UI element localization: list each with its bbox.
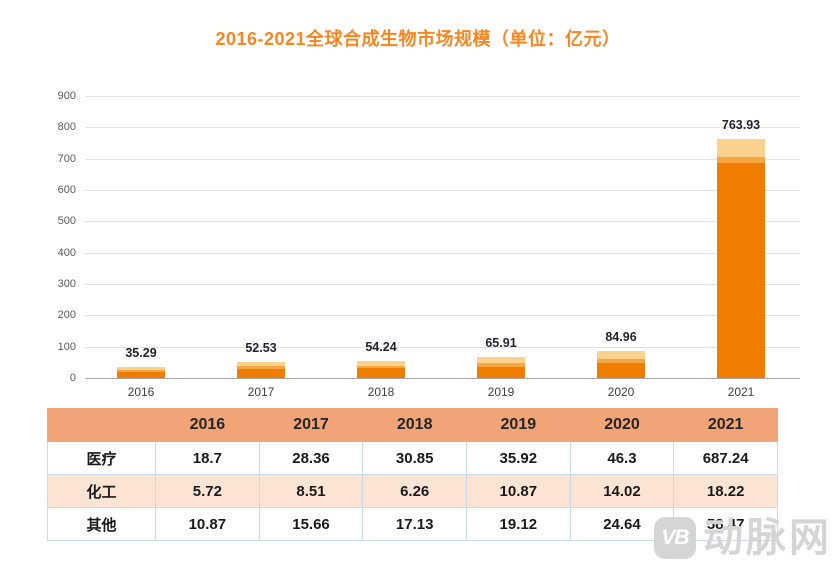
bar-segment-化工 bbox=[477, 363, 525, 367]
x-axis-tick-label: 2016 bbox=[127, 385, 155, 399]
table-cell: 18.7 bbox=[155, 441, 260, 475]
gridline bbox=[85, 190, 800, 191]
stacked-bar-2017 bbox=[237, 361, 285, 378]
bar-segment-其他 bbox=[597, 351, 645, 360]
y-axis-tick-label: 200 bbox=[57, 309, 76, 322]
row-label: 其他 bbox=[46, 507, 157, 541]
bar-total-label: 65.91 bbox=[485, 336, 517, 351]
table-cell: 17.13 bbox=[362, 507, 467, 541]
table-cell: 35.92 bbox=[466, 441, 571, 475]
table-cell: 24.64 bbox=[569, 507, 675, 541]
x-axis-tick-label: 2019 bbox=[487, 385, 515, 399]
table-row-医疗: 医疗 18.7 28.36 30.85 35.92 46.3 687.24 bbox=[46, 441, 778, 475]
gridline bbox=[85, 315, 800, 317]
x-axis-tick-label: 2018 bbox=[367, 385, 395, 399]
y-axis-tick-label: 300 bbox=[57, 278, 76, 290]
x-axis-line bbox=[85, 378, 800, 379]
gridline bbox=[85, 158, 800, 160]
table-cell: 58.47 bbox=[673, 507, 778, 541]
bar-segment-医疗 bbox=[477, 366, 525, 378]
bar-total-label: 52.53 bbox=[245, 340, 277, 355]
x-axis-tick-label: 2017 bbox=[247, 385, 275, 399]
table-cell: 28.36 bbox=[258, 441, 364, 475]
table-cell: 15.66 bbox=[258, 507, 364, 541]
table-cell: 46.3 bbox=[569, 441, 675, 475]
gridline bbox=[85, 284, 800, 285]
stacked-bar-2021 bbox=[717, 138, 765, 378]
table-body: 医疗 18.7 28.36 30.85 35.92 46.3 687.24 化工 5.72 8.5… bbox=[46, 441, 778, 541]
table-cell: 14.02 bbox=[569, 474, 675, 508]
bar-segment-化工 bbox=[597, 359, 645, 364]
bar-segment-医疗 bbox=[597, 363, 645, 378]
table-header-cell: 2016 bbox=[155, 408, 260, 442]
bar-total-label: 84.96 bbox=[605, 330, 637, 345]
table-header-cell: 2020 bbox=[569, 408, 675, 442]
stacked-bar-2018 bbox=[357, 361, 405, 378]
y-axis-tick-label: 0 bbox=[69, 372, 76, 384]
table-header-row: 2016 2017 2018 2019 2020 2021 bbox=[46, 408, 778, 442]
gridline bbox=[85, 252, 800, 254]
stacked-bar-2016 bbox=[117, 366, 165, 378]
bar-segment-其他 bbox=[357, 361, 405, 367]
bar-segment-其他 bbox=[237, 361, 285, 367]
y-axis-tick-label: 700 bbox=[57, 152, 76, 165]
bar-segment-其他 bbox=[117, 366, 165, 371]
gridline bbox=[85, 346, 800, 348]
y-axis-tick-label: 800 bbox=[57, 121, 76, 134]
bar-segment-化工 bbox=[717, 156, 765, 163]
table-header-cell: 2021 bbox=[673, 408, 778, 442]
table-cell: 30.85 bbox=[362, 441, 467, 475]
bar-segment-其他 bbox=[717, 138, 765, 157]
data-table: 2016 2017 2018 2019 2020 2021 医疗 18.7 28.36 30.8… bbox=[46, 408, 778, 541]
table-cell: 6.26 bbox=[362, 474, 467, 508]
gridline bbox=[85, 127, 800, 129]
x-axis-tick-label: 2020 bbox=[607, 385, 635, 399]
bar-segment-医疗 bbox=[717, 162, 765, 378]
table-cell: 10.87 bbox=[466, 474, 571, 508]
table-header-cell: 2018 bbox=[362, 408, 467, 442]
table-cell: 8.51 bbox=[258, 474, 364, 508]
y-axis-tick-label: 500 bbox=[57, 215, 76, 228]
row-label: 医疗 bbox=[46, 441, 157, 475]
y-axis-tick-label: 900 bbox=[57, 90, 76, 102]
bar-total-label: 763.93 bbox=[721, 117, 761, 132]
bar-segment-化工 bbox=[237, 366, 285, 370]
bar-segment-医疗 bbox=[117, 372, 165, 378]
table-row-其他: 其他 10.87 15.66 17.13 19.12 24.64 58.47 bbox=[46, 507, 778, 541]
y-axis-tick-label: 400 bbox=[57, 246, 76, 259]
y-axis-tick-label: 600 bbox=[57, 184, 76, 196]
bar-segment-其他 bbox=[477, 357, 525, 364]
bar-total-label: 35.29 bbox=[125, 345, 157, 360]
bar-total-label: 54.24 bbox=[365, 340, 397, 354]
table-cell: 18.22 bbox=[673, 474, 778, 508]
gridline bbox=[85, 221, 800, 223]
table-cell: 10.87 bbox=[155, 507, 260, 541]
gridline bbox=[85, 96, 800, 97]
table-header-cell: 2019 bbox=[466, 408, 571, 442]
stacked-bar-2019 bbox=[477, 357, 525, 378]
table-row-化工: 化工 5.72 8.51 6.26 10.87 14.02 18.22 bbox=[46, 474, 778, 508]
table-header-cell: 2017 bbox=[258, 408, 364, 442]
bar-segment-化工 bbox=[117, 370, 165, 373]
table-header-cell bbox=[46, 408, 157, 442]
bar-segment-化工 bbox=[357, 366, 405, 369]
table-header-row: 2016 2017 2018 2019 2020 2021 bbox=[46, 408, 778, 442]
bar-segment-医疗 bbox=[357, 368, 405, 378]
stacked-bar-2020 bbox=[597, 351, 645, 378]
row-label: 化工 bbox=[46, 474, 157, 508]
x-axis-tick-label: 2021 bbox=[727, 385, 755, 399]
table-cell: 19.12 bbox=[466, 507, 571, 541]
y-axis-tick-label: 100 bbox=[57, 340, 76, 353]
table-cell: 5.72 bbox=[155, 474, 260, 508]
bar-segment-医疗 bbox=[237, 369, 285, 378]
table-cell: 687.24 bbox=[673, 441, 778, 475]
chart-title: 2016-2021全球合成生物市场规模（单位：亿元） bbox=[215, 29, 621, 49]
